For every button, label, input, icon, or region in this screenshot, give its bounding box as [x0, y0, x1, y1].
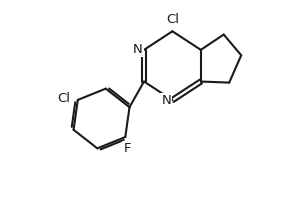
Text: Cl: Cl [58, 92, 71, 105]
Text: N: N [133, 43, 143, 56]
Text: F: F [123, 142, 131, 155]
Text: Cl: Cl [166, 13, 179, 26]
Text: N: N [161, 94, 171, 107]
